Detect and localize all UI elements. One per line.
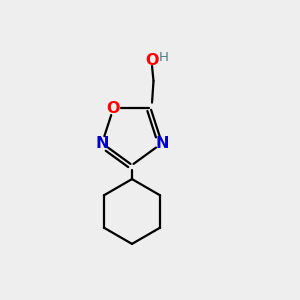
Text: O: O [107,100,120,116]
Text: N: N [95,136,109,151]
Text: O: O [145,53,159,68]
Text: N: N [155,136,169,151]
Text: H: H [159,50,169,64]
